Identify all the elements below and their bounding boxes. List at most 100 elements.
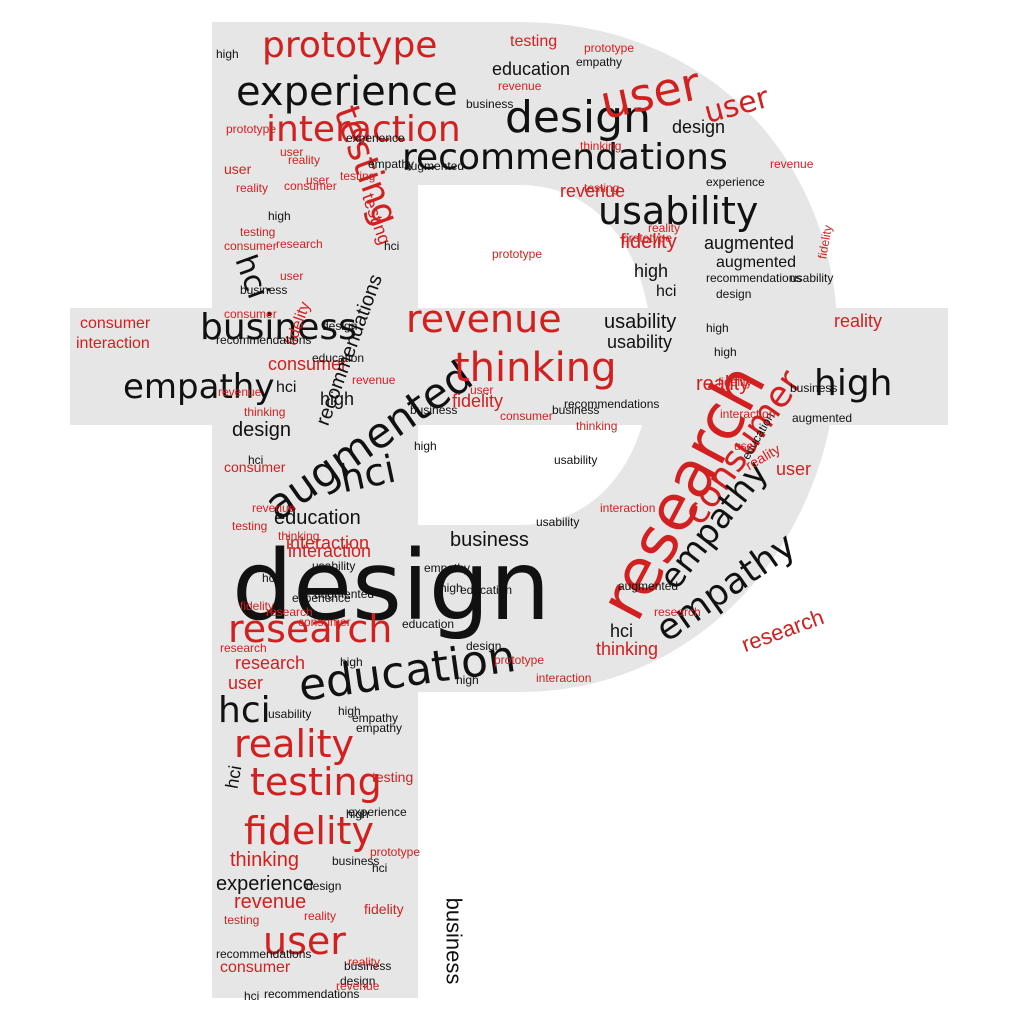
- cloud-word: usability: [790, 271, 834, 285]
- cloud-word: revenue: [770, 157, 814, 171]
- cloud-word: revenue: [406, 297, 562, 341]
- cloud-word: high: [340, 655, 363, 669]
- cloud-word: testing: [584, 181, 620, 195]
- cloud-word: business: [344, 959, 392, 973]
- cloud-word: design: [232, 530, 551, 642]
- cloud-word: usability: [312, 559, 356, 573]
- ruble-sign-outline: [70, 22, 838, 998]
- cloud-word: education: [274, 507, 361, 529]
- cloud-word: business: [332, 854, 380, 868]
- cloud-word: design: [232, 419, 291, 441]
- cloud-word: hci: [610, 621, 634, 641]
- cloud-word: reality: [236, 181, 269, 195]
- cloud-word: design: [672, 117, 726, 137]
- cloud-word: experience: [292, 591, 351, 605]
- cloud-word: experience: [216, 873, 314, 895]
- cloud-word: fidelity: [452, 391, 504, 411]
- cloud-word: high: [440, 581, 463, 595]
- cloud-word: reality: [288, 153, 321, 167]
- cloud-word: usability: [604, 311, 677, 333]
- cloud-word: user: [280, 269, 304, 283]
- cloud-word: consumer: [284, 179, 337, 193]
- cloud-word: high: [338, 704, 361, 718]
- cloud-word: business: [790, 381, 838, 395]
- cloud-word: user: [306, 173, 330, 187]
- cloud-word: thinking: [454, 345, 617, 391]
- cloud-word: prototype: [494, 653, 545, 667]
- cloud-word: testing: [240, 225, 276, 239]
- cloud-word: design: [306, 879, 342, 893]
- cloud-word: high: [456, 673, 479, 687]
- cloud-word: design: [466, 639, 502, 653]
- cloud-word: prototype: [262, 25, 438, 66]
- cloud-word: hci: [372, 861, 388, 875]
- ruble-crossbar: [70, 308, 948, 425]
- cloud-word: business: [466, 97, 514, 111]
- cloud-word: prototype: [492, 247, 543, 261]
- cloud-word: usability: [268, 707, 312, 721]
- cloud-word: consumer: [500, 409, 553, 423]
- cloud-word: usability: [554, 453, 598, 467]
- cloud-word: user: [776, 459, 812, 479]
- cloud-word: user: [734, 439, 758, 453]
- cloud-word: research: [654, 605, 701, 619]
- cloud-word: revenue: [218, 385, 262, 399]
- cloud-word: augmented: [404, 159, 465, 173]
- cloud-word: high: [634, 261, 669, 281]
- cloud-word: design: [340, 974, 376, 988]
- cloud-word: thinking: [596, 639, 659, 659]
- cloud-word: reality: [696, 373, 750, 395]
- cloud-word: reality: [348, 955, 381, 969]
- cloud-word: education: [492, 59, 571, 79]
- cloud-word: thinking: [576, 419, 618, 433]
- cloud-word: thinking: [230, 849, 299, 871]
- cloud-word: testing: [340, 169, 376, 183]
- cloud-word: revenue: [498, 79, 542, 93]
- cloud-word: fidelity: [244, 809, 374, 853]
- cloud-word: experience: [236, 69, 458, 115]
- cloud-word: high: [714, 345, 737, 359]
- cloud-word: fidelity: [620, 231, 677, 253]
- cloud-word: consumer: [268, 354, 348, 374]
- cloud-word: usability: [598, 189, 759, 233]
- cloud-word: thinking: [580, 139, 622, 153]
- cloud-word: hci: [336, 446, 400, 502]
- cloud-word: high: [268, 209, 291, 223]
- cloud-word: empathy: [576, 55, 623, 69]
- cloud-word: augmented: [704, 233, 795, 253]
- cloud-word: hci: [248, 453, 264, 467]
- cloud-word: revenue: [336, 979, 380, 993]
- cloud-word: fidelity: [364, 901, 404, 917]
- cloud-word: business: [200, 307, 357, 348]
- cloud-word: high: [216, 47, 239, 61]
- cloud-word: education: [312, 351, 365, 365]
- cloud-word: reality: [234, 722, 354, 766]
- cloud-word: interaction: [76, 335, 150, 352]
- cloud-word: consumer: [80, 315, 151, 332]
- cloud-word: design: [322, 319, 358, 333]
- cloud-word: recommendations: [706, 271, 802, 285]
- cloud-word: research: [220, 641, 267, 655]
- cloud-word: reality: [648, 221, 681, 235]
- cloud-word: experience: [348, 805, 407, 819]
- cloud-word: testing: [250, 760, 382, 804]
- cloud-word: testing: [232, 519, 268, 533]
- cloud-word: user: [228, 673, 264, 693]
- cloud-word: business: [552, 403, 600, 417]
- cloud-word: research: [276, 237, 323, 251]
- cloud-word: empathy: [352, 711, 399, 725]
- cloud-word: user: [224, 161, 252, 177]
- cloud-word: interaction: [288, 541, 372, 561]
- cloud-word: revenue: [252, 501, 296, 515]
- cloud-word: usability: [536, 515, 580, 529]
- cloud-word: hci: [262, 571, 278, 585]
- cloud-word: experience: [346, 131, 405, 145]
- cloud-word: empathy: [356, 721, 403, 735]
- cloud-word: reality: [834, 311, 883, 331]
- cloud-word: research: [235, 653, 306, 673]
- cloud-word: fidelity: [240, 599, 275, 613]
- cloud-word: augmented: [716, 254, 797, 271]
